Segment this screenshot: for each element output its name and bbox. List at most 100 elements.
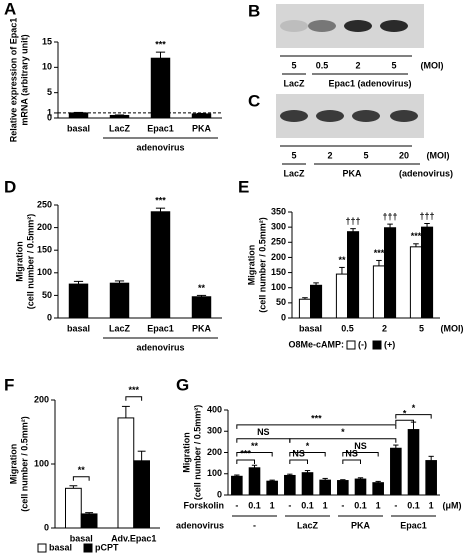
- y-tick-label: 350: [271, 206, 286, 216]
- y-tick-label: 100: [34, 458, 49, 468]
- x-tick-label: 0.5: [341, 323, 354, 333]
- legend-title: O8Me-cAMP:: [288, 339, 344, 349]
- y-tick-label: 250: [37, 199, 52, 209]
- dose-label: 5: [363, 150, 368, 160]
- significance: ***: [411, 231, 422, 241]
- y-axis-label: (cell number / 0.5mm²): [25, 214, 35, 310]
- bracket: [289, 438, 397, 443]
- panel-letter: A: [4, 0, 16, 18]
- panel-letter: F: [4, 375, 14, 394]
- dose-label: 20: [399, 150, 409, 160]
- bracket-label: *: [403, 409, 407, 419]
- bar: [231, 475, 243, 496]
- bar: [133, 460, 150, 529]
- bracket-label: *: [306, 441, 310, 451]
- bracket-label: **: [251, 441, 259, 451]
- y-tick-label: 150: [271, 267, 286, 277]
- blot-band: [280, 20, 308, 32]
- y-tick-label: 10: [42, 62, 52, 72]
- bar: [347, 231, 360, 319]
- row-label: adenovirus: [176, 520, 224, 530]
- legend-swatch: [37, 543, 47, 553]
- blot-band: [344, 20, 372, 32]
- y-tick-label: 150: [37, 245, 52, 255]
- panel-letter: E: [238, 177, 249, 196]
- bracket-label: ***: [311, 413, 322, 423]
- legend-swatch: [372, 340, 382, 350]
- y-axis-label: Migration: [246, 245, 256, 286]
- blot-band: [308, 20, 336, 32]
- bar: [390, 447, 402, 496]
- bar: [65, 487, 82, 529]
- bracket: [395, 419, 414, 425]
- panel-letter: C: [248, 91, 260, 110]
- significance: †††: [383, 211, 398, 221]
- bar: [372, 482, 384, 496]
- x-tick-label: 2: [382, 323, 387, 333]
- y-axis-label: mRNA (arbitrary unit): [19, 34, 29, 125]
- group-label: PKA: [342, 168, 362, 178]
- significance: †††: [346, 216, 361, 226]
- significance: ***: [374, 248, 385, 258]
- panel-letter: B: [248, 1, 260, 20]
- bracket: [342, 452, 379, 457]
- row-label: Forskolin: [183, 500, 224, 510]
- blot-band: [316, 110, 344, 122]
- group-label: -: [253, 520, 256, 530]
- x-tick-label: basal: [299, 323, 322, 333]
- bar: [337, 480, 349, 496]
- legend-swatch: [346, 340, 356, 350]
- bracket-label: *: [412, 403, 416, 413]
- dose-label: 0.5: [316, 60, 329, 70]
- bar: [191, 113, 212, 119]
- legend-label: (-): [358, 339, 367, 349]
- x-tick-label: -: [235, 500, 238, 510]
- bracket-label: ***: [240, 448, 251, 458]
- x-tick-label: LacZ: [109, 123, 131, 133]
- blot-band: [380, 20, 408, 32]
- bracket: [236, 452, 273, 457]
- bar: [335, 273, 348, 319]
- bracket: [72, 476, 90, 481]
- bar: [425, 460, 437, 496]
- bracket: [289, 452, 326, 457]
- bar: [109, 282, 130, 319]
- x-tick-label: basal: [67, 123, 90, 133]
- y-tick-label: 0: [217, 489, 222, 499]
- y-tick-label: 200: [271, 252, 286, 262]
- legend-label: basal: [49, 542, 72, 552]
- x-tick-label: 5: [419, 323, 424, 333]
- bar: [301, 472, 314, 496]
- x-tick-label: -: [341, 500, 344, 510]
- blot-band: [352, 110, 380, 122]
- bracket-label: NS: [292, 448, 305, 458]
- group-label: LacZ: [297, 520, 319, 530]
- bracket: [342, 459, 361, 464]
- x-tick-label: -: [288, 500, 291, 510]
- y-tick-label: 0: [47, 112, 52, 122]
- panel-letter: D: [4, 177, 16, 196]
- y-tick-label: 200: [207, 447, 222, 457]
- legend-label: pCPT: [95, 542, 119, 552]
- y-tick-label: 300: [207, 426, 222, 436]
- x-tick-label: 0.1: [354, 500, 367, 510]
- bracket-label: NS: [354, 441, 367, 451]
- y-axis-label: Relative expression of Epac1: [8, 18, 18, 143]
- y-axis-label: (cell number / 0.5mm²): [257, 217, 267, 313]
- x-tick-label: 0.1: [301, 500, 314, 510]
- y-tick-label: 200: [34, 394, 49, 404]
- dose-label: 2: [355, 60, 360, 70]
- y-tick-label: 250: [271, 237, 286, 247]
- bracket: [125, 396, 143, 401]
- bar: [150, 211, 171, 319]
- y-tick-label: 0: [47, 312, 52, 322]
- bracket-label: NS: [257, 427, 270, 437]
- y-tick-label: 200: [37, 222, 52, 232]
- x-tick-label: basal: [67, 323, 90, 333]
- y-tick-label: 0: [281, 312, 286, 322]
- unit-label: (MOI): [421, 60, 444, 70]
- bar: [68, 283, 89, 319]
- bar: [384, 227, 397, 319]
- bar: [117, 417, 135, 529]
- dose-label: 5: [291, 60, 296, 70]
